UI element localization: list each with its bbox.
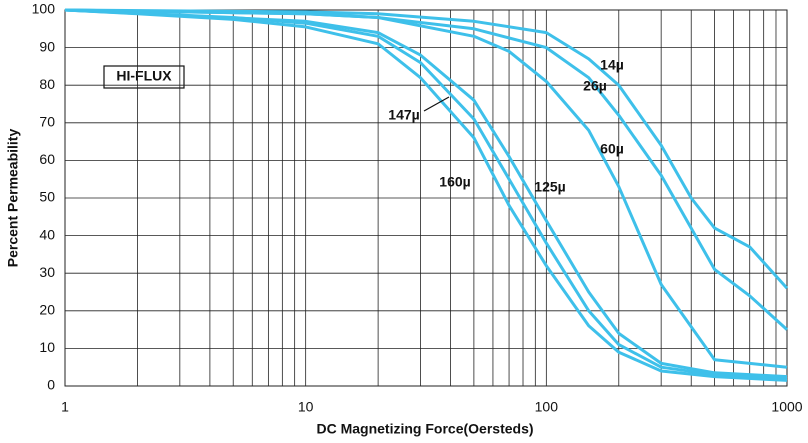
series-line bbox=[64, 8, 788, 379]
series-label: 14µ bbox=[600, 57, 624, 73]
series-line bbox=[64, 8, 789, 290]
y-tick-label: 10 bbox=[39, 339, 55, 355]
series-label: 147µ bbox=[388, 107, 419, 123]
y-tick-label: 70 bbox=[39, 114, 55, 130]
series-line bbox=[64, 8, 788, 380]
y-tick-label: 40 bbox=[39, 226, 55, 242]
series-line bbox=[64, 8, 788, 382]
y-tick-label: 50 bbox=[39, 189, 55, 205]
y-tick-label: 20 bbox=[39, 302, 55, 318]
y-tick-label: 0 bbox=[47, 377, 55, 393]
y-tick-label: 90 bbox=[39, 38, 55, 54]
series-label: 125µ bbox=[534, 179, 565, 195]
y-tick-label: 80 bbox=[39, 76, 55, 92]
x-tick-label: 1000 bbox=[771, 399, 802, 415]
label-leader bbox=[423, 96, 450, 112]
annotation: HI-FLUX bbox=[116, 68, 172, 84]
x-tick-label: 10 bbox=[298, 399, 314, 415]
annotation-box bbox=[103, 65, 185, 89]
y-tick-label: 30 bbox=[39, 264, 55, 280]
y-tick-label: 100 bbox=[32, 1, 56, 17]
plot-frame bbox=[64, 9, 788, 387]
series-label: 60µ bbox=[600, 141, 624, 157]
x-axis-label: DC Magnetizing Force(Oersteds) bbox=[316, 421, 533, 437]
series-label: 26µ bbox=[583, 78, 607, 94]
y-tick-label: 60 bbox=[39, 151, 55, 167]
series-line bbox=[64, 8, 788, 369]
x-tick-label: 1 bbox=[61, 399, 69, 415]
series-label: 160µ bbox=[439, 174, 470, 190]
x-tick-label: 100 bbox=[535, 399, 559, 415]
y-axis-label: Percent Permeability bbox=[5, 129, 21, 268]
